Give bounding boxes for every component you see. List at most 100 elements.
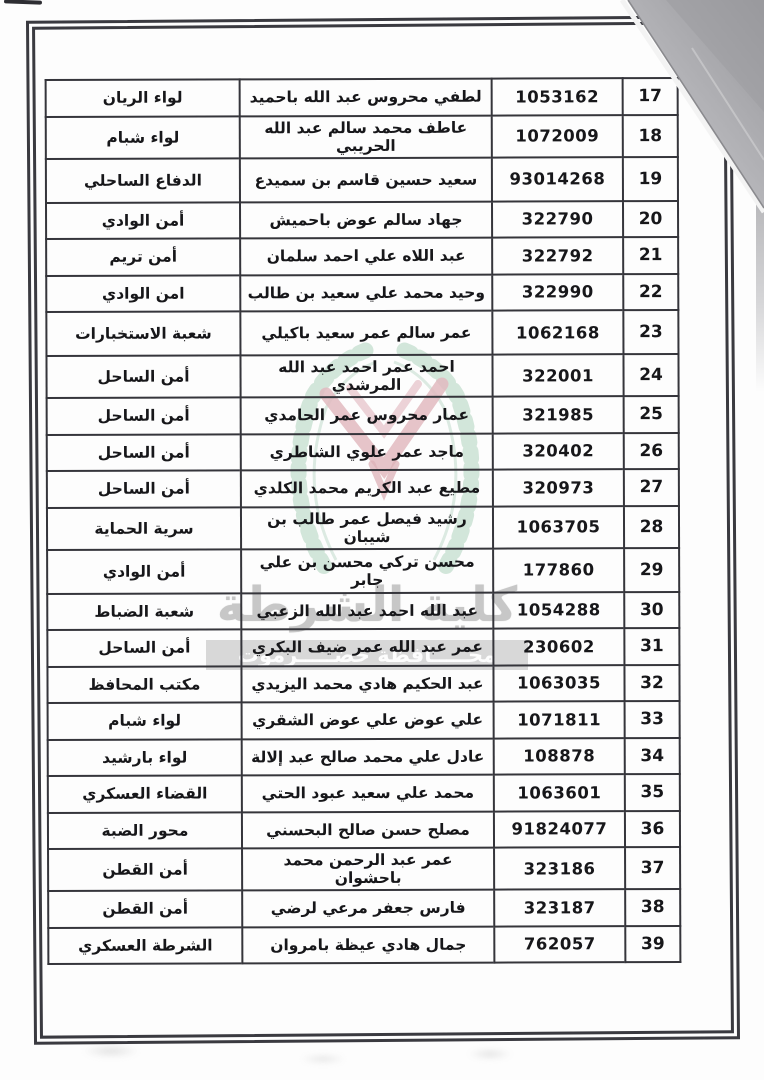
unit-cell: الشرطة العسكري [48,926,243,964]
id-number-cell: 321985 [492,396,624,434]
row-number-cell: 22 [623,273,679,311]
row-number-cell: 28 [623,505,680,548]
id-number-cell: 1062168 [492,310,624,355]
name-cell: محسن تركي محسن بن علي جابر [241,548,494,593]
name-cell: مصلح حسن صالح البحسني [241,811,495,849]
name-cell: عمار محروس عمر الحامدي [240,396,493,434]
name-cell: عادل علي محمد صالح عبد إلالة [241,738,494,776]
name-cell: احمد عمر احمد عبد الله المرشدي [240,354,493,398]
row-number-cell: 27 [623,469,679,506]
row-number-cell: 35 [624,774,680,811]
table-row: 39 762057 جمال هادي عيظة بامروان الشرطة الع… [48,925,681,964]
name-cell: عمر سالم عمر سعيد باكيلي [240,310,493,356]
table-row: 20 322790 جهاد سالم عوض باحميش أمن الوادي [45,200,679,239]
unit-cell: مكتب المحافظ [47,665,242,703]
id-number-cell: 177860 [493,547,625,593]
name-cell: عبد اللاه علي احمد سلمان [240,237,493,275]
table-row: 37 323186 عمر عبد الرحمن محمد باحشوان أمن ا… [48,847,681,891]
id-number-cell: 1063035 [493,664,625,702]
unit-cell: لواء بارشيد [47,738,242,776]
unit-cell: أمن القطن [48,848,243,891]
row-number-cell: 24 [623,354,679,397]
table-row: 21 322792 عبد اللاه علي احمد سلمان أمن تريم [46,237,679,276]
table-row: 36 91824077 مصلح حسن صالح البحسني محور الضب… [47,810,681,849]
row-number-cell: 39 [625,925,681,963]
table-row: 28 1063705 رشيد فيصل عمر طالب بن شيبان سرية… [46,505,680,550]
name-cell: مطيع عبد الكريم محمد الكلدي [240,469,493,507]
row-number-cell: 34 [624,737,680,775]
name-cell: عاطف محمد سالم عبد الله الحريبي [239,115,492,158]
name-cell: جهاد سالم عوض باحميش [239,201,493,239]
row-number-cell: 30 [624,591,680,629]
table-row: 26 320402 ماجد عمر علوي الشاطري أمن الساحل [46,432,679,471]
scan-artifact [3,0,43,5]
id-number-cell: 1071811 [493,701,625,739]
unit-cell: لواء شبام [45,115,240,159]
id-number-cell: 1063601 [493,774,625,812]
watermark-title: كلية الشرطة [216,577,518,633]
name-cell: لطفي محروس عبد الله باحميد [239,78,492,116]
unit-cell: امن الوادي [46,274,241,312]
table-row: 19 93014268 سعيد حسين قاسم بن سميدع الدفاع … [45,156,678,203]
name-cell: سعيد حسين قاسم بن سميدع [239,157,492,202]
id-number-cell: 1063705 [492,505,625,549]
unit-cell: أمن الساحل [47,629,242,667]
id-number-cell: 230602 [493,628,625,666]
scan-smudge [468,1048,512,1060]
name-cell: فارس جعفر مرعي لرضي [242,889,495,927]
id-number-cell: 320973 [492,469,624,507]
row-number-cell: 38 [625,889,681,926]
id-number-cell: 322001 [492,354,624,397]
unit-cell: لواء شبام [47,702,242,740]
row-number-cell: 36 [624,810,681,848]
name-cell: وحيد محمد علي سعيد بن طالب [240,274,493,312]
table-row: 24 322001 احمد عمر احمد عبد الله المرشدي أم… [46,354,679,398]
name-cell: ماجد عمر علوي الشاطري [240,433,493,471]
unit-cell: محور الضبة [47,811,243,849]
page-edge-shadow [756,192,764,392]
scan-smudge [300,1054,346,1064]
name-cell: عبد الله احمد عبد الله الزعبي [241,592,494,630]
row-number-cell: 33 [624,701,680,738]
table-row: 23 1062168 عمر سالم عمر سعيد باكيلي شعبة ال… [46,310,679,356]
unit-cell: أمن الوادي [47,548,242,594]
name-cell: محمد علي سعيد عبود الحتي [241,774,494,812]
unit-cell: شعبة الضباط [47,592,242,630]
unit-cell: أمن الساحل [46,397,241,435]
name-cell: عمر عبد الرحمن محمد باحشوان [242,847,495,891]
watermark-subtitle: محـــــافظة حضـــــرموت [237,643,497,667]
scan-smudge [82,1044,140,1058]
unit-cell: أمن القطن [48,890,243,928]
name-cell: عمر عبد الله عمر ضيف البكري [241,628,494,666]
table-row: 31 230602 عمر عبد الله عمر ضيف البكري أمن ا… [47,628,680,667]
row-number-cell: 29 [624,547,680,592]
unit-cell: لواء الريان [45,79,240,117]
table-row: 17 1053162 لطفي محروس عبد الله باحميد لواء … [45,78,678,117]
id-number-cell: 762057 [494,925,626,963]
name-cell: عبد الحكيم هادي محمد اليزيدي [241,665,494,703]
table-row: 34 108878 عادل علي محمد صالح عبد إلالة لواء… [47,737,680,776]
table-row: 29 177860 محسن تركي محسن بن علي جابر أمن ال… [47,547,680,594]
table-row: 22 322990 وحيد محمد علي سعيد بن طالب امن ال… [46,273,679,312]
id-number-cell: 91824077 [493,810,626,848]
unit-cell: الدفاع الساحلي [45,157,240,203]
table-row: 27 320973 مطيع عبد الكريم محمد الكلدي أمن ا… [46,469,679,508]
name-cell: جمال هادي عيظة بامروان [242,926,495,964]
unit-cell: القضاء العسكري [47,775,242,813]
id-number-cell: 323186 [494,847,626,890]
table-row: 25 321985 عمار محروس عمر الحامدي أمن الساحل [46,396,679,435]
table-row: 38 323187 فارس جعفر مرعي لرضي أمن القطن [48,889,681,928]
row-number-cell: 21 [623,237,679,274]
unit-cell: أمن الساحل [46,433,241,471]
id-number-cell: 320402 [492,432,624,470]
row-number-cell: 26 [623,432,679,470]
id-number-cell: 1054288 [493,591,625,629]
personnel-table: 17 1053162 لطفي محروس عبد الله باحميد لواء … [45,77,682,965]
unit-cell: أمن تريم [46,238,241,276]
name-cell: علي عوض علي عوض الشقري [241,701,494,739]
page-curl [619,0,764,214]
unit-cell: أمن الساحل [46,355,241,398]
unit-cell: أمن الساحل [46,470,241,508]
row-number-cell: 31 [624,628,680,665]
